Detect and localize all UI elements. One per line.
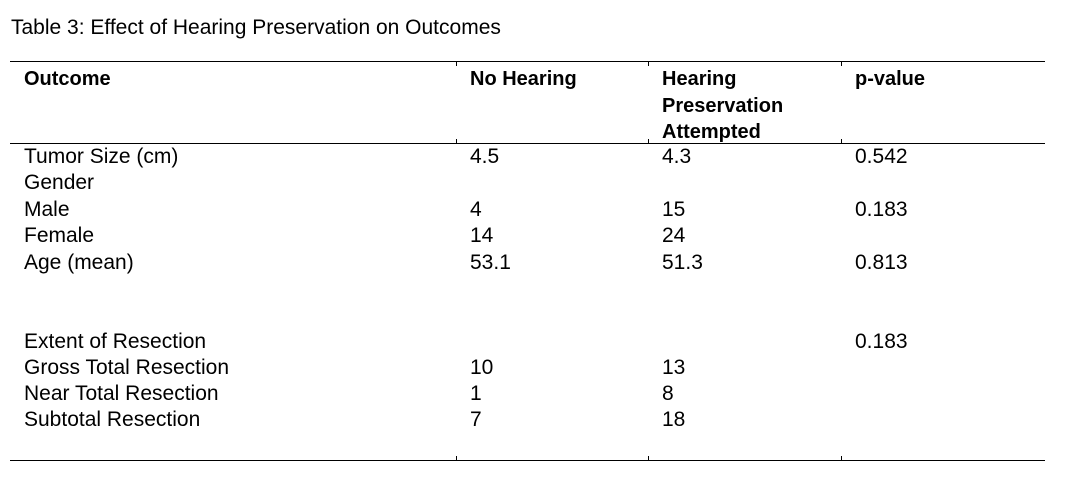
cell-outcome: Subtotal Resection [24, 408, 201, 431]
header-no-hearing: No Hearing [470, 68, 577, 90]
cell-p-value: 0.183 [855, 198, 908, 221]
table-top-rule [10, 61, 1045, 62]
cell-no-hearing: 14 [470, 224, 494, 247]
cell-outcome: Near Total Resection [24, 382, 219, 405]
cell-outcome: Male [24, 198, 70, 221]
cell-no-hearing: 1 [470, 382, 482, 405]
header-hearing-line-3: Attempted [662, 121, 761, 143]
cell-outcome: Gender [24, 171, 95, 194]
cell-outcome: Age (mean) [24, 251, 134, 274]
column-divider-tick [841, 139, 842, 144]
column-divider-tick [456, 139, 457, 144]
cell-hearing-attempted: 18 [662, 408, 686, 431]
cell-p-value: 0.542 [855, 145, 908, 168]
cell-outcome: Tumor Size (cm) [24, 145, 179, 168]
cell-outcome: Female [24, 224, 95, 247]
cell-hearing-attempted: 24 [662, 224, 686, 247]
cell-outcome: Extent of Resection [24, 330, 207, 353]
cell-hearing-attempted: 8 [662, 382, 674, 405]
column-divider-tick [648, 139, 649, 144]
header-outcome: Outcome [24, 68, 111, 90]
header-hearing-line-1: Hearing [662, 68, 737, 90]
header-p-value: p-value [855, 68, 926, 90]
header-hearing-line-2: Preservation [662, 94, 784, 117]
table-bottom-rule [10, 460, 1045, 461]
table-header-rule [10, 143, 1045, 144]
cell-p-value: 0.813 [855, 251, 908, 274]
header-hearing-preservation-attempted: Hearing Preservation Attempted [662, 66, 783, 146]
cell-no-hearing: 4.5 [470, 145, 500, 168]
table-caption: Table 3: Effect of Hearing Preservation … [11, 16, 501, 39]
cell-hearing-attempted: 15 [662, 198, 686, 221]
column-divider-tick [841, 61, 842, 66]
column-divider-tick [456, 61, 457, 66]
cell-hearing-attempted: 51.3 [662, 251, 703, 274]
cell-hearing-attempted: 13 [662, 356, 686, 379]
column-divider-tick [456, 456, 457, 461]
column-divider-tick [648, 456, 649, 461]
cell-hearing-attempted: 4.3 [662, 145, 692, 168]
cell-no-hearing: 7 [470, 408, 482, 431]
column-divider-tick [841, 456, 842, 461]
cell-p-value: 0.183 [855, 330, 908, 353]
cell-outcome: Gross Total Resection [24, 356, 230, 379]
column-divider-tick [648, 61, 649, 66]
cell-no-hearing: 10 [470, 356, 494, 379]
cell-no-hearing: 4 [470, 198, 482, 221]
cell-no-hearing: 53.1 [470, 251, 511, 274]
